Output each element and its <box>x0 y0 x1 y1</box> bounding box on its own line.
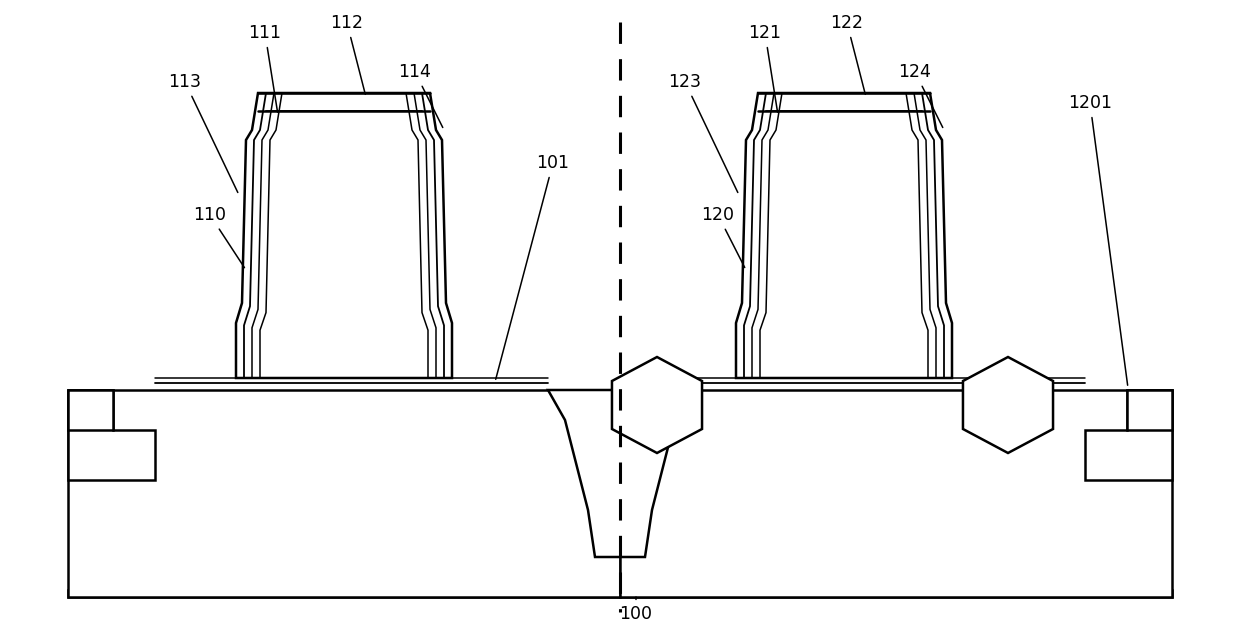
Text: 122: 122 <box>831 14 866 94</box>
Polygon shape <box>737 93 952 378</box>
Polygon shape <box>620 390 1172 597</box>
Text: 110: 110 <box>193 206 244 268</box>
Text: 111: 111 <box>248 24 281 112</box>
Text: 120: 120 <box>702 206 745 268</box>
Text: 1201: 1201 <box>1068 94 1127 385</box>
Text: 124: 124 <box>899 63 942 127</box>
Polygon shape <box>1085 390 1172 480</box>
Text: 114: 114 <box>398 63 443 127</box>
Polygon shape <box>68 390 620 597</box>
Polygon shape <box>68 390 155 480</box>
Text: 112: 112 <box>331 14 366 94</box>
Polygon shape <box>963 357 1053 453</box>
Text: 101: 101 <box>496 154 569 379</box>
Polygon shape <box>613 357 702 453</box>
Polygon shape <box>68 390 113 430</box>
Polygon shape <box>236 93 453 378</box>
Polygon shape <box>1127 390 1172 430</box>
Text: 113: 113 <box>169 73 238 192</box>
Polygon shape <box>68 590 1172 597</box>
Text: 121: 121 <box>749 24 781 112</box>
Text: 100: 100 <box>620 597 652 623</box>
Text: 123: 123 <box>668 73 738 192</box>
Polygon shape <box>548 390 692 557</box>
